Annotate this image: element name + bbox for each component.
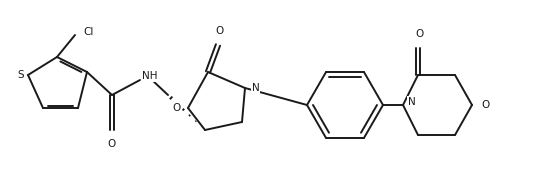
Text: O: O bbox=[173, 103, 181, 113]
Text: N: N bbox=[252, 83, 260, 93]
Text: O: O bbox=[416, 29, 424, 39]
Text: NH: NH bbox=[142, 71, 157, 81]
Text: O: O bbox=[216, 26, 224, 36]
Text: S: S bbox=[18, 70, 24, 80]
Text: Cl: Cl bbox=[83, 27, 94, 37]
Text: O: O bbox=[481, 100, 490, 110]
Text: O: O bbox=[108, 139, 116, 149]
Text: N: N bbox=[408, 97, 416, 107]
